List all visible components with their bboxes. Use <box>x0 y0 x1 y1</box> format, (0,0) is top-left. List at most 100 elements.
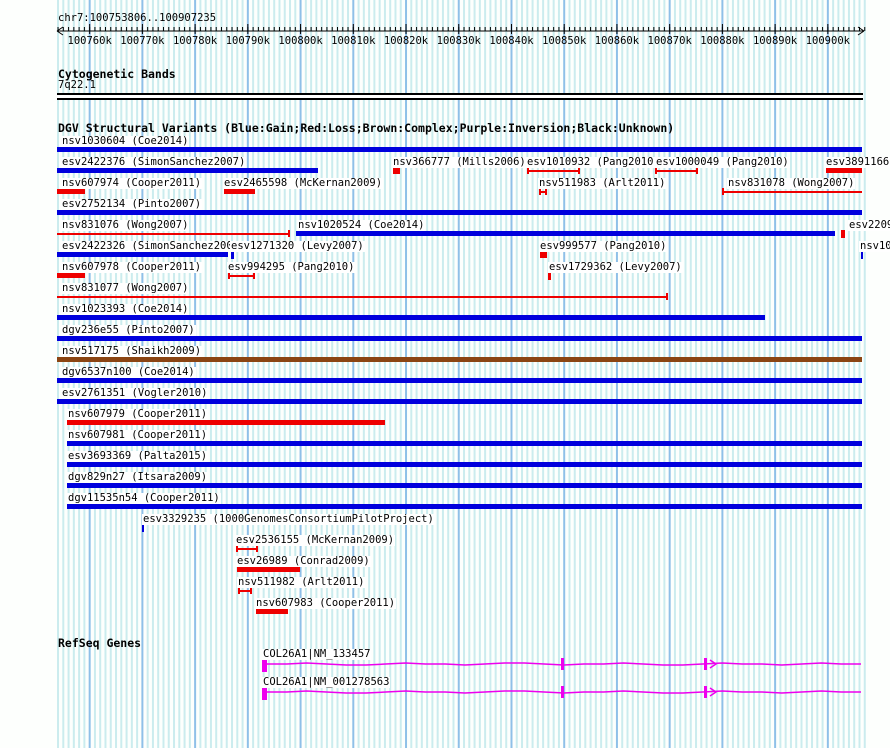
variant-label[interactable]: nsv607983 (Cooper2011) <box>255 597 397 609</box>
gene-start-glyph[interactable] <box>262 657 267 672</box>
gene-label[interactable]: COL26A1|NM_001278563 <box>262 676 391 688</box>
variant-feature[interactable] <box>826 168 862 173</box>
ruler-tick-label: 100790k <box>225 35 270 47</box>
variant-feature[interactable] <box>67 483 862 488</box>
variant-feature-end-tick <box>253 272 255 279</box>
variant-label[interactable]: esv2209 <box>848 220 890 231</box>
variant-feature[interactable] <box>67 420 385 425</box>
variant-feature-end-tick <box>228 272 230 279</box>
variant-feature-end-tick <box>696 167 698 174</box>
variant-feature[interactable] <box>237 567 300 572</box>
variant-label[interactable]: dgv236e55 (Pinto2007) <box>61 324 196 336</box>
variant-label[interactable]: esv3329235 (1000GenomesConsortiumPilotPr… <box>142 513 435 525</box>
variant-feature[interactable] <box>57 252 228 257</box>
variant-feature[interactable] <box>57 399 862 404</box>
variant-label[interactable]: esv2761351 (Vogler2010) <box>61 387 209 399</box>
gene-exon-tick[interactable] <box>561 658 564 670</box>
variant-feature-end-tick <box>722 188 724 195</box>
variant-label[interactable]: nsv511983 (Arlt2011) <box>538 177 667 189</box>
variant-feature[interactable] <box>224 189 255 194</box>
gene-strand-arrow-icon <box>709 659 718 669</box>
variant-label[interactable]: nsv10 <box>859 241 890 252</box>
variant-feature[interactable] <box>57 210 862 215</box>
ruler-tick-label: 100840k <box>489 35 534 47</box>
variant-label[interactable]: nsv831078 (Wong2007) <box>727 177 856 189</box>
variant-label[interactable]: nsv831076 (Wong2007) <box>61 219 190 231</box>
variant-label[interactable]: nsv511982 (Arlt2011) <box>237 576 366 588</box>
variant-feature[interactable] <box>527 170 580 172</box>
variant-feature[interactable] <box>57 315 765 320</box>
variant-feature-end-tick <box>545 188 547 195</box>
variant-feature[interactable] <box>238 590 252 592</box>
variant-feature[interactable] <box>57 378 862 383</box>
variant-feature[interactable] <box>57 147 862 152</box>
variant-label[interactable]: esv1729362 (Levy2007) <box>548 261 683 273</box>
variant-feature[interactable] <box>57 296 668 298</box>
cytoband-track[interactable] <box>57 93 863 100</box>
variant-feature[interactable] <box>393 168 400 174</box>
variant-feature[interactable] <box>296 231 835 236</box>
variant-label[interactable]: esv2422376 (SimonSanchez2007) <box>61 156 247 168</box>
variant-label[interactable]: esv26989 (Conrad2009) <box>236 555 371 567</box>
ruler-tick-label: 100890k <box>752 35 798 47</box>
variant-label[interactable]: esv2422326 (SimonSanchez2007) <box>61 240 247 252</box>
gene-exon-tick[interactable] <box>561 686 564 698</box>
variant-label[interactable]: nsv1020524 (Coe2014) <box>297 219 426 231</box>
variant-label[interactable]: esv1010932 (Pang2010) <box>526 156 661 168</box>
variant-feature[interactable] <box>57 273 85 278</box>
variant-feature[interactable] <box>722 191 862 193</box>
ruler-tick-label: 100780k <box>172 35 218 47</box>
variant-label[interactable]: nsv607979 (Cooper2011) <box>67 408 209 420</box>
variant-feature[interactable] <box>841 230 845 238</box>
variant-label[interactable]: nsv607974 (Cooper2011) <box>61 177 203 189</box>
variant-label[interactable]: dgv11535n54 (Cooper2011) <box>67 492 221 504</box>
variant-feature[interactable] <box>861 251 863 259</box>
ruler-tick-label: 100810k <box>331 35 376 47</box>
variant-feature[interactable] <box>228 275 255 277</box>
refseq-track-title: RefSeq Genes <box>58 636 142 650</box>
variant-feature[interactable] <box>57 357 862 362</box>
variant-label[interactable]: nsv1023393 (Coe2014) <box>61 303 190 315</box>
variant-feature[interactable] <box>67 441 862 446</box>
variant-feature[interactable] <box>142 524 144 532</box>
variant-label[interactable]: esv2536155 (McKernan2009) <box>235 534 396 546</box>
variant-feature[interactable] <box>67 504 862 509</box>
variant-label[interactable]: nsv1030604 (Coe2014) <box>61 135 190 147</box>
variant-label[interactable]: dgv829n27 (Itsara2009) <box>67 471 209 483</box>
variant-feature[interactable] <box>57 168 318 173</box>
variant-label[interactable]: esv1271320 (Levy2007) <box>230 240 365 252</box>
ruler-tick-label: 100770k <box>120 35 165 47</box>
gene-exon-tick[interactable] <box>704 658 707 670</box>
gene-label[interactable]: COL26A1|NM_133457 <box>262 648 372 660</box>
variant-label[interactable]: esv1000049 (Pang2010) <box>655 156 790 168</box>
variant-label[interactable]: esv2752134 (Pinto2007) <box>61 198 203 210</box>
variant-label[interactable]: esv999577 (Pang2010) <box>539 240 668 252</box>
variant-feature[interactable] <box>539 191 547 193</box>
variant-feature[interactable] <box>57 189 85 194</box>
variant-feature[interactable] <box>231 251 234 259</box>
variant-feature[interactable] <box>57 336 862 341</box>
variant-feature[interactable] <box>67 462 862 467</box>
gene-start-glyph[interactable] <box>262 685 267 700</box>
variant-feature[interactable] <box>236 548 258 550</box>
variant-label[interactable]: esv3891166 <box>825 156 890 168</box>
variant-label[interactable]: dgv6537n100 (Coe2014) <box>61 366 196 378</box>
variant-label[interactable]: nsv607981 (Cooper2011) <box>67 429 209 441</box>
variant-feature[interactable] <box>256 609 288 614</box>
variant-feature[interactable] <box>540 252 547 258</box>
variant-label[interactable]: esv2465598 (McKernan2009) <box>223 177 384 189</box>
variant-label[interactable]: nsv831077 (Wong2007) <box>61 282 190 294</box>
variant-label[interactable]: nsv366777 (Mills2006) <box>392 156 527 168</box>
ruler-tick-label: 100800k <box>278 35 323 47</box>
variant-feature-end-tick <box>539 188 541 195</box>
variant-feature[interactable] <box>655 170 698 172</box>
variant-label[interactable]: nsv517175 (Shaikh2009) <box>61 345 203 357</box>
variant-feature[interactable] <box>57 233 290 235</box>
variant-label[interactable]: esv3693369 (Palta2015) <box>67 450 209 462</box>
variant-label[interactable]: nsv607978 (Cooper2011) <box>61 261 203 273</box>
gene-exon-tick[interactable] <box>704 686 707 698</box>
variant-label[interactable]: esv994295 (Pang2010) <box>227 261 356 273</box>
variant-feature-end-tick <box>666 293 668 300</box>
variant-feature[interactable] <box>548 272 551 280</box>
